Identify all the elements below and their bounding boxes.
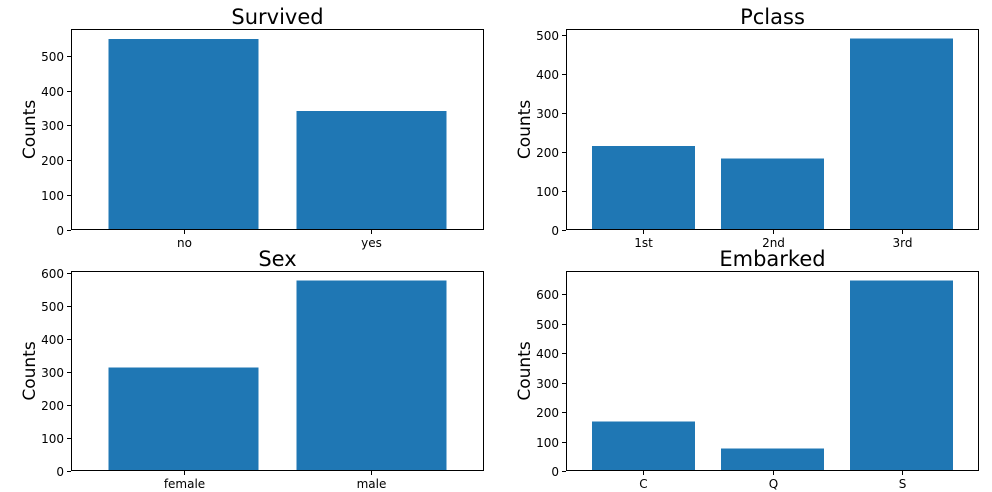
x-tick-label-2-0: female bbox=[164, 477, 205, 491]
bar-3-0 bbox=[591, 421, 696, 471]
x-tick-label-1-1: 2nd bbox=[762, 236, 785, 250]
y-tick-label-2-1: 100 bbox=[41, 432, 64, 446]
y-tick-label-3-0: 0 bbox=[551, 465, 559, 479]
y-tick-label-3-6: 600 bbox=[536, 288, 559, 302]
chart-title-3: Embarked bbox=[719, 247, 825, 271]
axes-frame-1 bbox=[566, 29, 979, 230]
chart-title-1: Pclass bbox=[740, 5, 805, 29]
x-tick-label-2-1: male bbox=[357, 477, 387, 491]
axes-frame-2 bbox=[71, 271, 484, 471]
y-tick-label-0-1: 100 bbox=[41, 189, 64, 203]
y-axis-label-0: Counts bbox=[20, 100, 40, 159]
y-tick-label-3-5: 500 bbox=[536, 318, 559, 332]
y-tick-label-2-5: 500 bbox=[41, 300, 64, 314]
bar-2-0 bbox=[108, 367, 259, 471]
bar-0-0 bbox=[108, 38, 259, 230]
y-tick-label-0-2: 200 bbox=[41, 154, 64, 168]
y-tick-label-3-3: 300 bbox=[536, 377, 559, 391]
y-tick-label-1-5: 500 bbox=[536, 29, 559, 43]
bar-3-2 bbox=[849, 280, 954, 471]
y-tick-label-2-2: 200 bbox=[41, 399, 64, 413]
y-tick-label-2-6: 600 bbox=[41, 267, 64, 281]
bar-1-2 bbox=[849, 38, 954, 230]
chart-title-0: Survived bbox=[231, 5, 323, 29]
x-tick-label-1-2: 3rd bbox=[893, 236, 913, 250]
x-tick-label-0-1: yes bbox=[361, 236, 382, 250]
y-axis-label-2: Counts bbox=[20, 341, 40, 400]
y-tick-label-1-3: 300 bbox=[536, 107, 559, 121]
x-tick-label-3-2: S bbox=[899, 477, 907, 491]
bar-1-1 bbox=[720, 158, 825, 230]
chart-panel-2: 0 100 200 300 400 500 600 female male Sex Counts bbox=[20, 247, 484, 491]
y-tick-label-1-4: 400 bbox=[536, 68, 559, 82]
axes-frame-3 bbox=[566, 271, 979, 471]
chart-title-2: Sex bbox=[258, 247, 296, 271]
y-tick-label-2-4: 400 bbox=[41, 333, 64, 347]
y-tick-label-2-0: 0 bbox=[56, 465, 64, 479]
y-tick-label-0-0: 0 bbox=[56, 224, 64, 238]
x-tick-label-0-0: no bbox=[177, 236, 192, 250]
chart-panel-0: 0 100 200 300 400 500 no yes Survived Counts bbox=[20, 5, 484, 250]
bar-0-1 bbox=[296, 110, 447, 230]
y-tick-label-3-1: 100 bbox=[536, 436, 559, 450]
axes-frame-0 bbox=[71, 29, 484, 230]
y-tick-label-1-2: 200 bbox=[536, 146, 559, 160]
y-tick-label-2-3: 300 bbox=[41, 366, 64, 380]
chart-panel-1: 0 100 200 300 400 500 1st 2nd 3rd Pclass Counts bbox=[515, 5, 979, 250]
y-axis-label-1: Counts bbox=[515, 100, 535, 159]
y-tick-label-3-4: 400 bbox=[536, 347, 559, 361]
bar-3-1 bbox=[720, 448, 825, 471]
bar-1-0 bbox=[591, 145, 696, 230]
x-tick-label-3-0: C bbox=[639, 477, 647, 491]
y-tick-label-0-3: 300 bbox=[41, 119, 64, 133]
bar-2-1 bbox=[296, 280, 447, 471]
x-tick-label-3-1: Q bbox=[769, 477, 778, 491]
x-tick-label-1-0: 1st bbox=[634, 236, 653, 250]
y-tick-label-0-4: 400 bbox=[41, 85, 64, 99]
y-tick-label-1-0: 0 bbox=[551, 224, 559, 238]
y-tick-label-0-5: 500 bbox=[41, 50, 64, 64]
y-axis-label-3: Counts bbox=[515, 341, 535, 400]
y-tick-label-1-1: 100 bbox=[536, 185, 559, 199]
y-tick-label-3-2: 200 bbox=[536, 406, 559, 420]
chart-panel-3: 0 100 200 300 400 500 600 C Q S Embarked Counts bbox=[515, 247, 979, 491]
